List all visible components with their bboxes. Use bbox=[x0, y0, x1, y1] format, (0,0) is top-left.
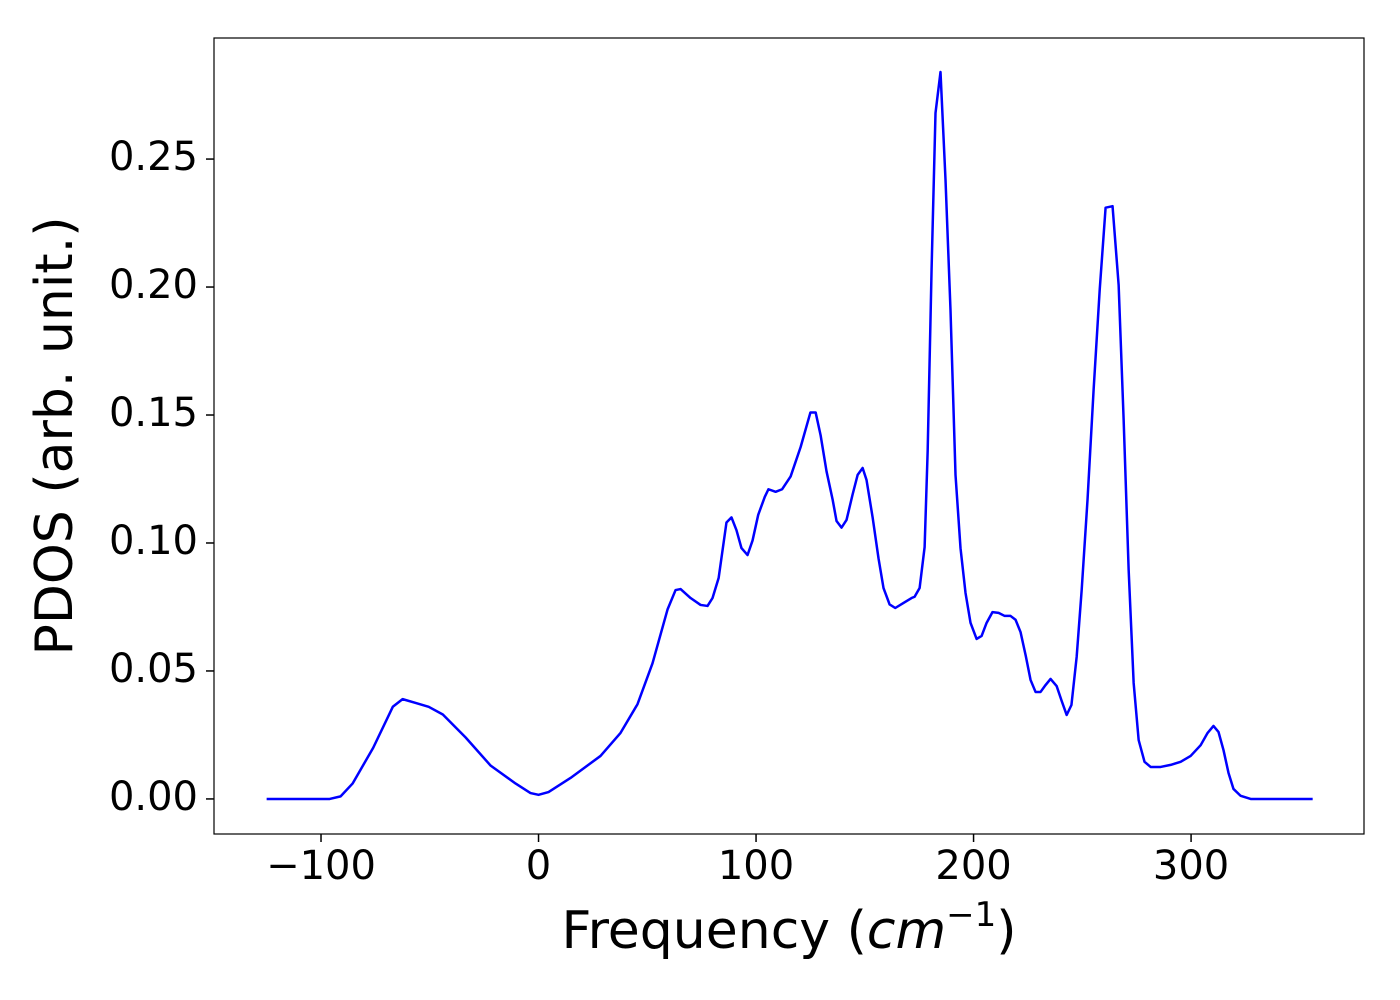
y-tick-label: 0.05 bbox=[109, 646, 198, 692]
x-label-unit: cm bbox=[867, 901, 946, 961]
x-label-part: ) bbox=[996, 901, 1016, 961]
x-tick-label: 200 bbox=[935, 843, 1011, 889]
x-tick-label: 0 bbox=[526, 843, 551, 889]
y-tick-label: 0.20 bbox=[109, 262, 198, 308]
plot-frame bbox=[213, 37, 1365, 835]
y-axis-label: PDOS (arb. unit.) bbox=[25, 216, 85, 655]
x-axis-label: Frequency (cm−1) bbox=[561, 895, 1016, 962]
data-line bbox=[266, 70, 1313, 801]
y-tick-label: 0.10 bbox=[109, 518, 198, 564]
y-tick-label: 0.15 bbox=[109, 390, 198, 436]
y-tick-label: 0.25 bbox=[109, 134, 198, 180]
x-tick-label: 100 bbox=[718, 843, 794, 889]
x-label-part: Frequency ( bbox=[561, 901, 866, 961]
x-label-exponent: −1 bbox=[946, 895, 996, 935]
x-tick-label: 300 bbox=[1153, 843, 1229, 889]
x-tick-label: −100 bbox=[266, 843, 376, 889]
y-tick-label: 0.00 bbox=[109, 774, 198, 820]
